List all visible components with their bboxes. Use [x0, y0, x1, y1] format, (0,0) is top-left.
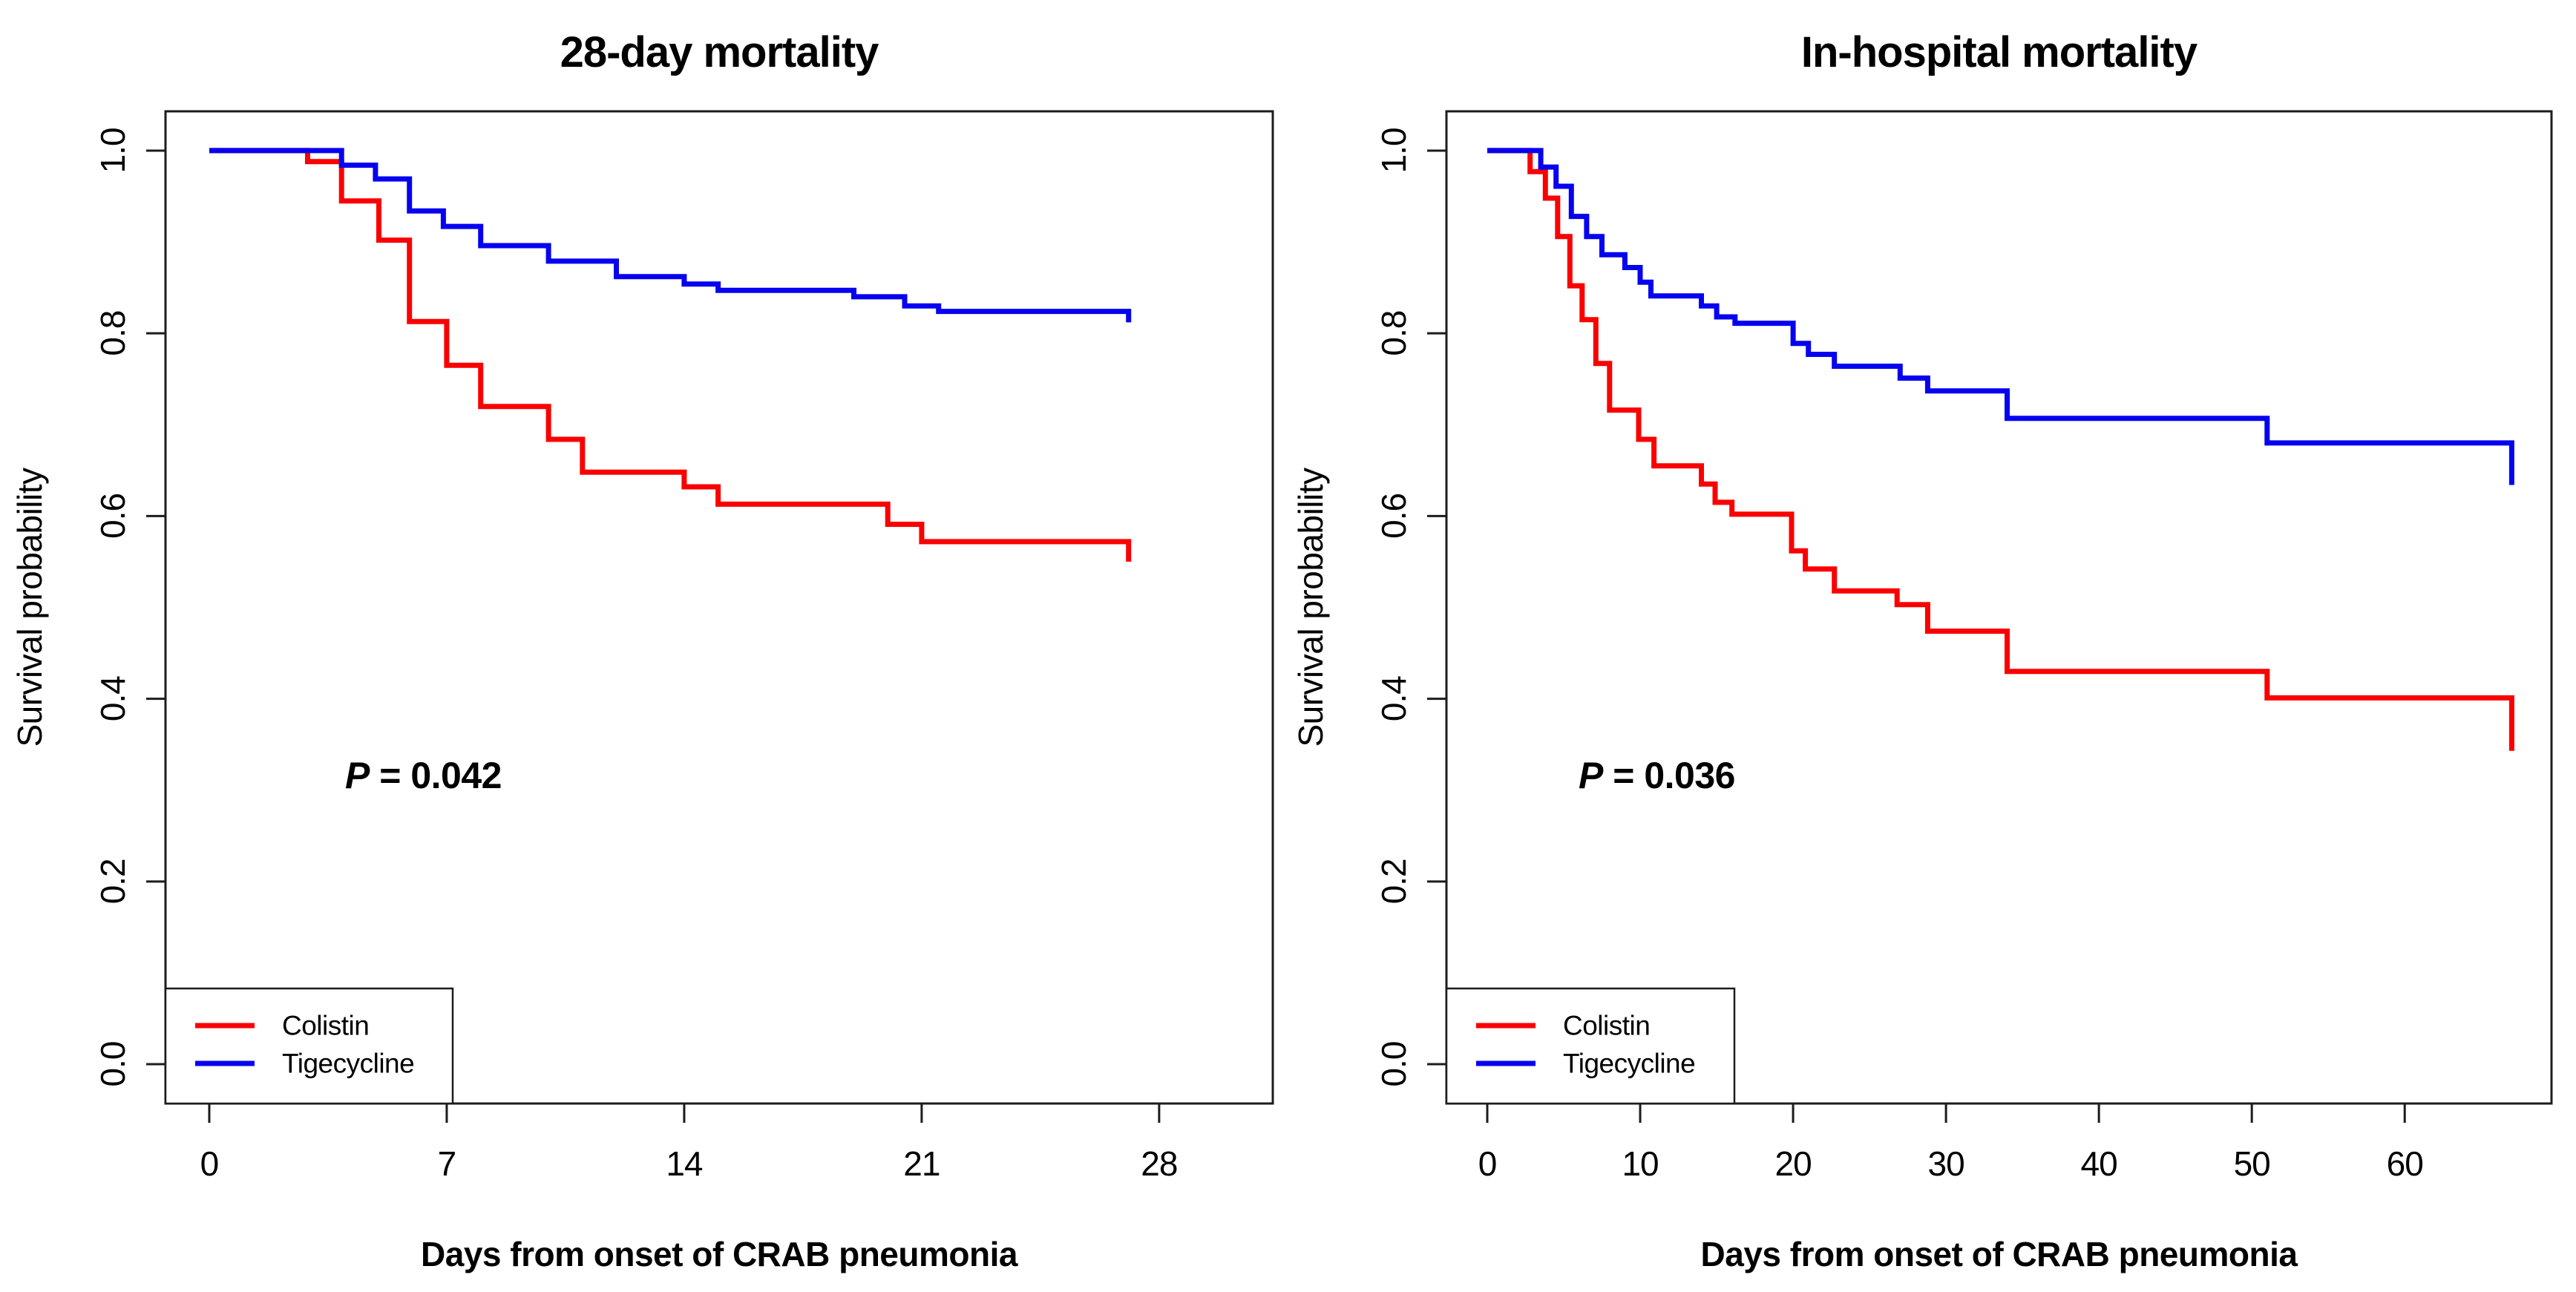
- p-value-label: P = 0.036: [1579, 755, 1735, 796]
- y-tick-label: 0.0: [94, 1042, 132, 1087]
- legend-box: [164, 987, 454, 1105]
- plot-border: [164, 110, 1274, 1105]
- y-axis-label: Survival probability: [1291, 468, 1330, 747]
- panel-in-hospital: 0 10 20 30 40 50 60 1.0 0.8 0.6 0.4 0.2 0.0 Colistin T…: [1291, 28, 2553, 1273]
- y-tick-label: 0.4: [94, 676, 132, 721]
- y-axis-label: Survival probability: [10, 468, 49, 747]
- plot-border: [1445, 110, 2553, 1105]
- x-tick-label: 60: [2387, 1144, 2423, 1183]
- x-tick-label: 7: [438, 1144, 456, 1183]
- x-tick-label: 50: [2234, 1144, 2270, 1183]
- y-tick-label: 0.2: [94, 859, 132, 904]
- panel-title: In-hospital mortality: [1801, 28, 2198, 76]
- y-tick-label: 1.0: [94, 128, 132, 173]
- legend-label-colistin: Colistin: [282, 1011, 369, 1041]
- y-tick-label: 0.6: [1374, 493, 1413, 539]
- x-tick-label: 0: [1478, 1144, 1497, 1183]
- y-tick-label: 0.0: [1374, 1042, 1413, 1087]
- survival-curve-colistin: [209, 148, 1132, 562]
- x-tick-label: 0: [200, 1144, 219, 1183]
- x-tick-label: 14: [666, 1144, 703, 1183]
- y-tick-label: 0.6: [94, 493, 132, 539]
- y-tick-label: 0.4: [1374, 676, 1413, 721]
- y-tick-label: 0.8: [1374, 311, 1413, 356]
- survival-curve-colistin: [1487, 148, 2514, 751]
- legend-label-tigecycline: Tigecycline: [282, 1049, 414, 1079]
- x-tick-label: 30: [1928, 1144, 1964, 1183]
- x-tick-label: 28: [1141, 1144, 1177, 1183]
- survival-curve-tigecycline: [1487, 148, 2514, 485]
- legend-label-colistin: Colistin: [1563, 1011, 1650, 1041]
- x-axis-label: Days from onset of CRAB pneumonia: [1701, 1235, 2298, 1273]
- x-axis-label: Days from onset of CRAB pneumonia: [421, 1235, 1018, 1273]
- y-tick-label: 1.0: [1374, 128, 1413, 173]
- x-tick-label: 21: [903, 1144, 940, 1183]
- p-value-label: P = 0.042: [345, 755, 502, 796]
- y-tick-label: 0.2: [1374, 859, 1413, 904]
- panel-28-day: 0 7 14 21 28 1.0 0.8 0.6 0.4 0.2 0.0 Colistin Tigecy…: [10, 28, 1274, 1273]
- x-tick-label: 10: [1622, 1144, 1658, 1183]
- x-tick-label: 20: [1774, 1144, 1811, 1183]
- legend-box: [1445, 987, 1736, 1105]
- x-tick-label: 40: [2081, 1144, 2117, 1183]
- survival-curve-tigecycline: [209, 148, 1132, 323]
- legend-label-tigecycline: Tigecycline: [1563, 1049, 1695, 1079]
- y-tick-label: 0.8: [94, 311, 132, 356]
- panel-title: 28-day mortality: [560, 28, 879, 76]
